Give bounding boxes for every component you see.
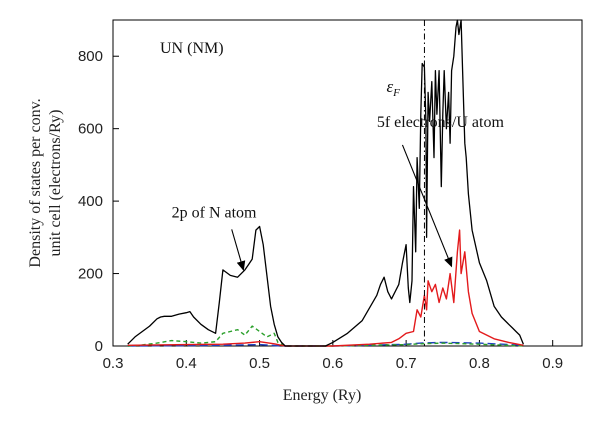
x-axis-title: Energy (Ry) [283, 387, 362, 404]
annotation-layer: 5f electrons/U atom 2p of N atom [172, 114, 505, 271]
y-tick-label: 800 [78, 48, 103, 65]
x-tick-label: 0.3 [103, 355, 124, 372]
series-line-2 [127, 325, 524, 347]
fermi-label: εF [386, 77, 400, 99]
x-tick-label: 0.7 [396, 355, 417, 372]
y-axis-title-line1: Density of states per conv. [27, 98, 44, 267]
chart-title: UN (NM) [160, 40, 224, 57]
y-axis-title-line2: unit cell (electrons/Ry) [47, 110, 64, 257]
annotation-label: 5f electrons/U atom [377, 114, 505, 131]
y-tick-label: 200 [78, 266, 103, 283]
x-axis-ticks: 0.3 0.4 0.5 0.6 0.7 0.8 0.9 [103, 340, 563, 372]
y-tick-label: 600 [78, 121, 103, 138]
y-tick-label: 0 [95, 338, 103, 355]
annotation-label: 2p of N atom [172, 204, 257, 221]
x-tick-label: 0.6 [322, 355, 343, 372]
x-tick-label: 0.5 [249, 355, 270, 372]
series-line-3 [127, 341, 524, 347]
y-axis-ticks: 0 200 400 600 800 [78, 48, 119, 355]
series-layer [127, 19, 525, 347]
x-tick-label: 0.8 [469, 355, 490, 372]
series-line-1 [127, 229, 524, 347]
x-tick-label: 0.9 [542, 355, 563, 372]
y-tick-label: 400 [78, 193, 103, 210]
plot-area [112, 19, 583, 347]
annotation-arrow [401, 144, 453, 268]
x-tick-label: 0.4 [176, 355, 197, 372]
annotation-arrow [231, 229, 246, 271]
series-line-0 [127, 19, 525, 347]
